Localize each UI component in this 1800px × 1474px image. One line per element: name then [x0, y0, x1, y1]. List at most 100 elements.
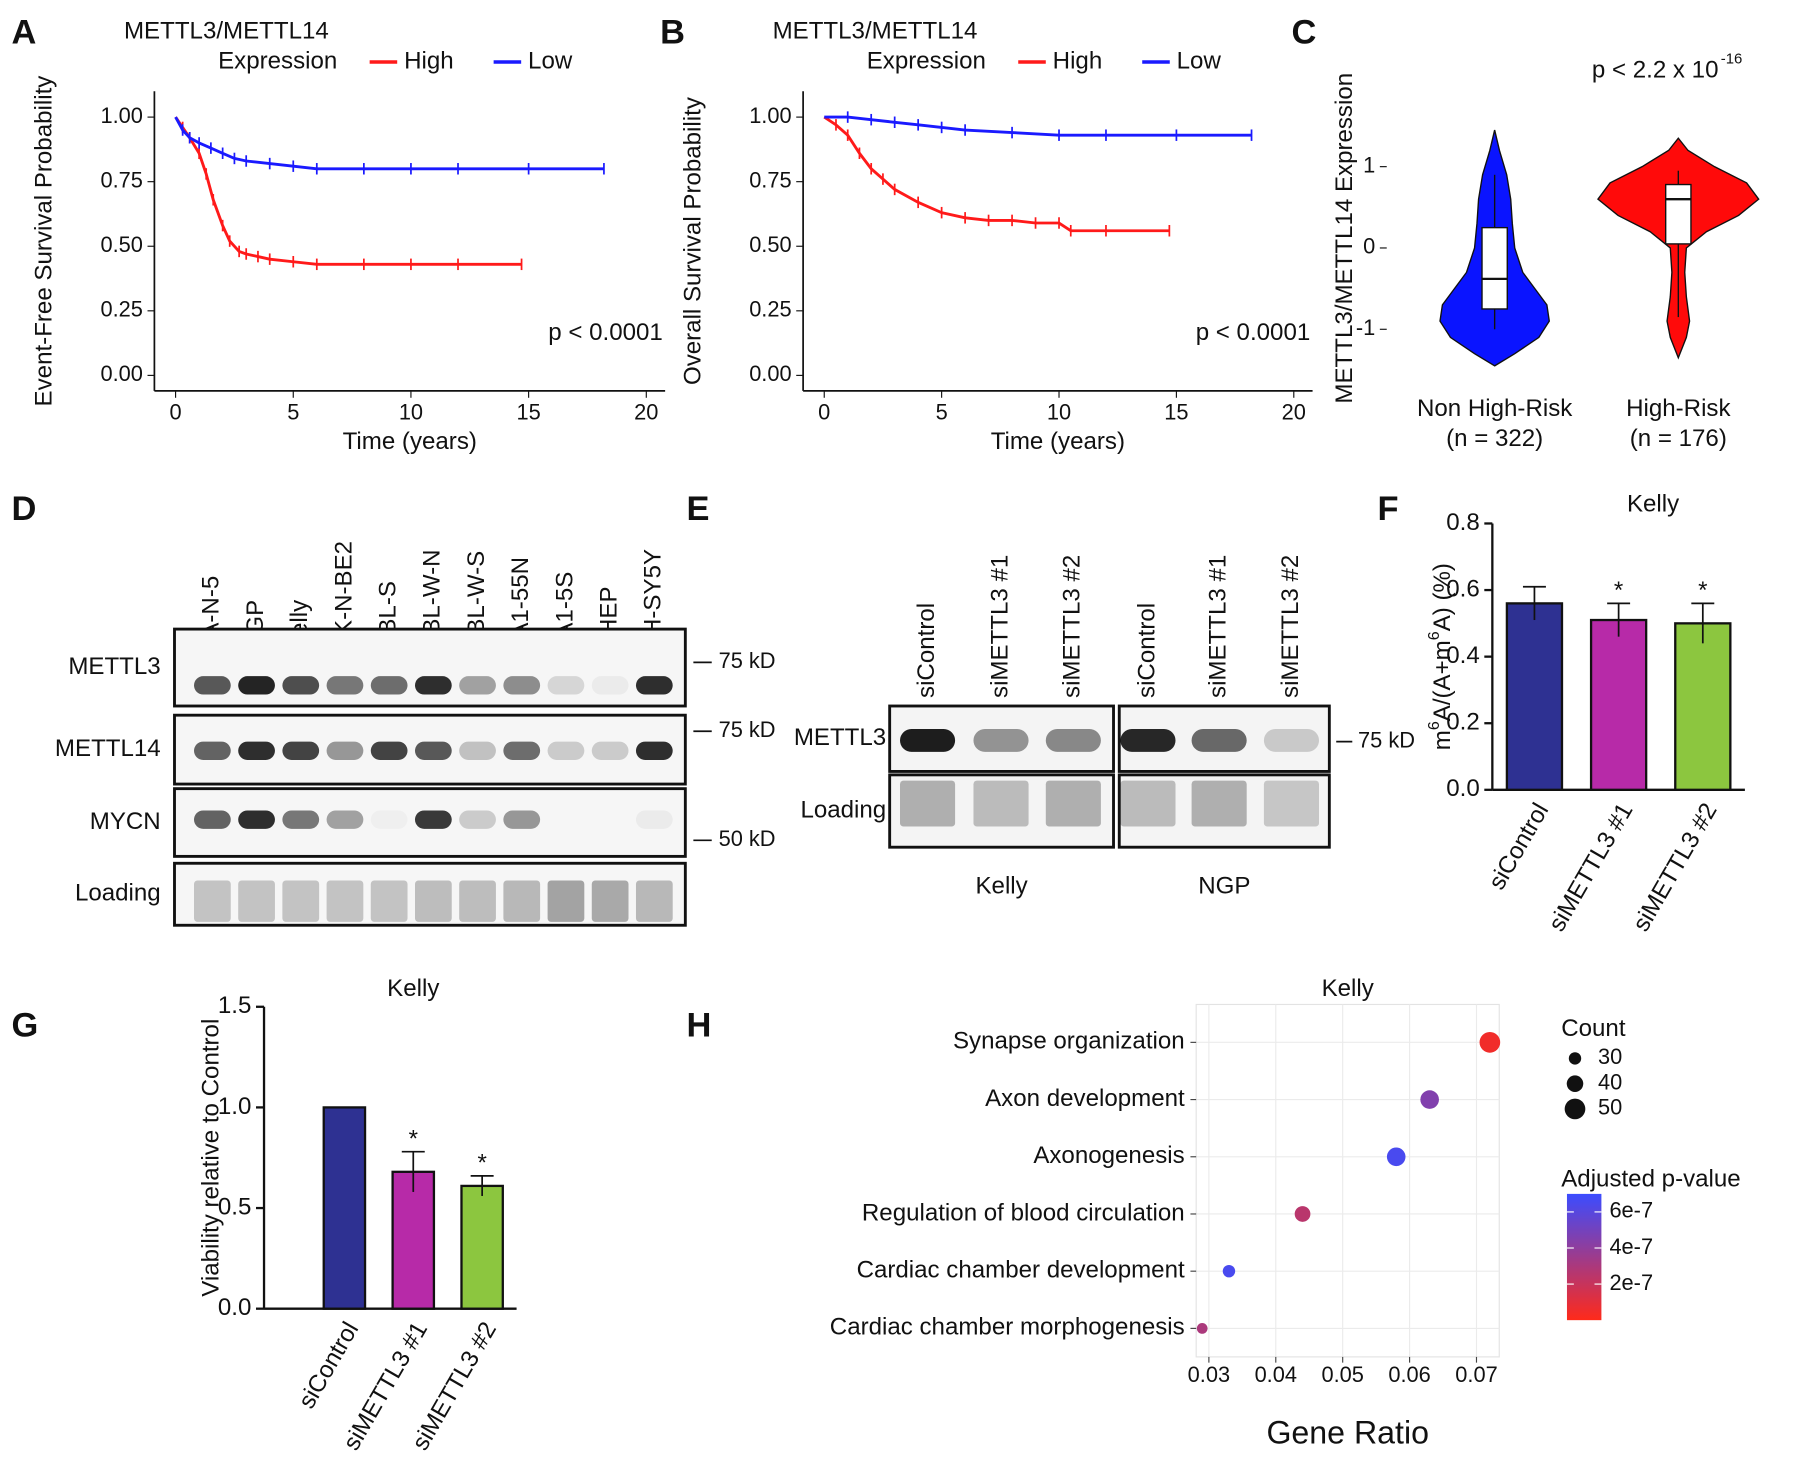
group-label: NGP [1198, 873, 1250, 900]
legend-label: High [1053, 47, 1103, 74]
lane-label: siControl [1133, 603, 1160, 698]
category-note: (n = 322) [1446, 425, 1543, 452]
band [547, 676, 585, 695]
size-legend-label: 30 [1598, 1044, 1622, 1069]
band [326, 880, 364, 922]
band [973, 780, 1029, 827]
legend-label: Low [1177, 47, 1222, 74]
band [326, 810, 364, 829]
plot-frame [1195, 1003, 1500, 1358]
y-tick-label: 0.6 [1446, 575, 1480, 602]
band [635, 741, 673, 760]
significance: * [409, 1126, 418, 1153]
annotation: p < 2.2 x 10 [1592, 57, 1719, 84]
y-axis-label: Viability relative to Control [198, 1019, 225, 1297]
band [282, 810, 320, 829]
band [282, 676, 320, 695]
y-tick-label: 0.25 [100, 297, 142, 322]
subtitle: METTL3/METTL14 [124, 18, 329, 45]
x-tick-label: 10 [1047, 400, 1071, 425]
band [194, 880, 231, 922]
x-tick-label: 15 [516, 400, 540, 425]
x-tick-label: 20 [634, 400, 658, 425]
dot [1479, 1032, 1501, 1053]
y-tick-label: Axonogenesis [1033, 1142, 1184, 1169]
band [282, 880, 320, 922]
x-tick-label: siMETTL3 #2 [1628, 799, 1723, 937]
band [591, 741, 629, 760]
band [326, 676, 364, 695]
x-tick-label: siMETTL3 #1 [1543, 799, 1638, 937]
dot [1196, 1323, 1208, 1334]
x-tick-label: 0.07 [1455, 1362, 1497, 1387]
dot [1294, 1206, 1311, 1222]
subtitle: METTL3/METTL14 [773, 18, 978, 45]
bar [322, 1106, 367, 1310]
band [635, 676, 673, 695]
y-tick-label: 0 [1363, 234, 1375, 259]
y-tick-label: -1 [1356, 315, 1375, 340]
band [238, 810, 275, 829]
size-legend-label: 40 [1598, 1069, 1622, 1094]
band [503, 741, 541, 760]
band [1120, 780, 1176, 827]
category-note: (n = 176) [1630, 425, 1727, 452]
y-tick-label: 0.50 [749, 232, 791, 257]
chart-title: Kelly [387, 975, 439, 1002]
band [900, 780, 956, 827]
x-tick-label: 20 [1282, 400, 1306, 425]
blot-frame [888, 773, 1115, 849]
lane-label: siControl [913, 603, 940, 698]
panel-label: A [11, 14, 36, 52]
bar [460, 1184, 504, 1310]
significance: * [1614, 577, 1623, 604]
band [282, 741, 320, 760]
dot [1420, 1090, 1439, 1109]
y-tick-label: 0.75 [100, 167, 142, 192]
y-tick-label: 0.8 [1446, 509, 1480, 536]
bar [1674, 622, 1732, 791]
survival-curve [824, 115, 1252, 137]
y-tick-label: Axon development [985, 1085, 1185, 1112]
y-tick-label: 1.5 [218, 992, 252, 1019]
band [547, 880, 585, 922]
x-tick-label: 0 [818, 400, 830, 425]
blot-frame [173, 861, 687, 927]
dot [1386, 1147, 1406, 1167]
band [973, 728, 1029, 752]
band [1045, 728, 1101, 752]
band [238, 741, 275, 760]
annotation-superscript: -16 [1721, 51, 1743, 68]
annotation: p < 0.0001 [1196, 319, 1311, 346]
y-tick-label: 0.50 [100, 232, 142, 257]
y-tick-label: 0.00 [100, 361, 142, 386]
legend-title: Expression [218, 47, 337, 74]
y-axis-label: Event-Free Survival Probability [31, 76, 58, 407]
band [370, 676, 408, 695]
y-axis-label-part: A/(A+m [1429, 640, 1456, 721]
legend-label: High [404, 47, 454, 74]
y-tick-label: 0.4 [1446, 642, 1480, 669]
chart-title: Kelly [1322, 975, 1374, 1002]
lane-label: siMETTL3 #2 [1277, 555, 1304, 698]
y-tick-label: 1.0 [218, 1093, 252, 1120]
marker-label: 75 kD [719, 648, 776, 673]
x-axis-label: Gene Ratio [1266, 1414, 1429, 1450]
y-axis-label: Overall Survival Probability [679, 97, 706, 385]
survival-curve [174, 116, 604, 171]
y-tick-label: 1.00 [100, 103, 142, 128]
x-tick-label: High-Risk [1626, 395, 1731, 422]
y-axis-label: m6A/(A+m6A) (%) [1425, 563, 1456, 750]
band [1263, 780, 1320, 827]
marker-label: 75 kD [719, 717, 776, 742]
y-axis-label-part: m [1429, 730, 1456, 750]
bar [1505, 602, 1564, 791]
band [635, 810, 673, 829]
band [238, 880, 275, 922]
y-tick-label: 0.0 [1446, 775, 1480, 802]
y-tick-label: 0.75 [749, 167, 791, 192]
y-tick-label: 0.00 [749, 361, 791, 386]
y-axis-label: METTL3/METTL14 Expression [1331, 73, 1358, 404]
